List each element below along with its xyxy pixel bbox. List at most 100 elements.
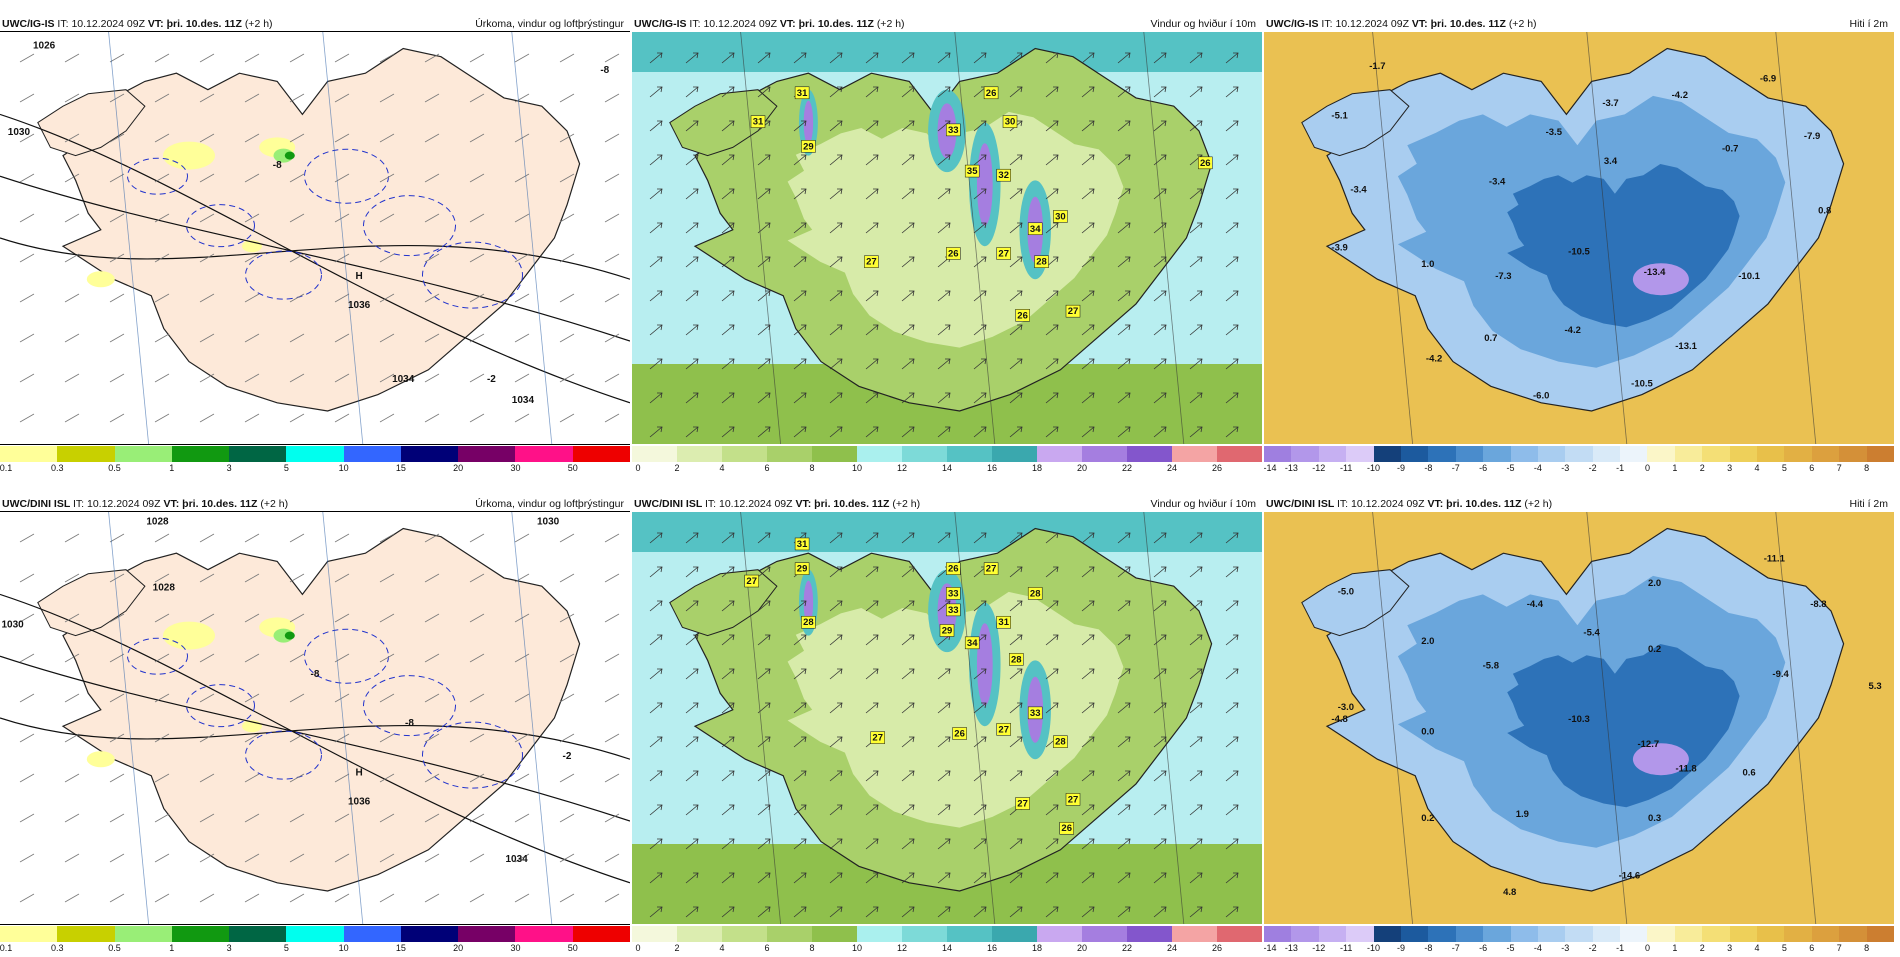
wind-arrow-head: [1161, 872, 1167, 879]
wind-arrow: [793, 358, 807, 370]
map-canvas[interactable]: -5.0-11.12.0-4.4 -8.82.0-5.40.2-5.8-9.45.…: [1264, 512, 1894, 924]
wind-arrow: [937, 770, 951, 782]
wind-barb: [64, 533, 80, 543]
wind-arrow: [1117, 358, 1131, 370]
gust-label-box: [794, 537, 810, 551]
colorbar-tick-label: 0.1: [0, 943, 13, 953]
wind-arrow-head: [765, 188, 771, 195]
wind-barb: [469, 333, 485, 343]
wind-arrow-head: [981, 52, 987, 59]
wind-arrow-head: [801, 702, 807, 709]
wind-arrow: [685, 358, 699, 370]
wind-arrow: [721, 188, 735, 200]
forecast-panel: UWC/DINI ISL IT: 10.12.2024 09Z VT: þri.…: [0, 492, 630, 957]
wind-arrow-head: [693, 154, 699, 161]
wind-arrow-head: [657, 804, 663, 811]
wind-arrow: [1081, 188, 1095, 200]
wind-arrow: [865, 634, 879, 646]
wind-barb: [379, 53, 395, 63]
wind-barb: [469, 853, 485, 863]
wind-barb: [244, 773, 260, 783]
wind-arrow-head: [873, 358, 879, 365]
wind-arrow-head: [693, 86, 699, 93]
wind-arrow-head: [765, 392, 771, 399]
wind-barb: [424, 293, 440, 303]
map-canvas[interactable]: -1.7-5.1-3.5-3.7-4.2-6.9-0.7-7.93.4-3.4-…: [1264, 32, 1894, 444]
colorbar-tick-label: 10: [851, 463, 863, 473]
wind-arrow: [685, 770, 699, 782]
wind-arrow-head: [1089, 324, 1095, 331]
map-area[interactable]: 27 29 31 28 26 27 33 28 33 29 31 34 28 33 27 28 27 26 27 27…: [632, 512, 1262, 924]
wind-barb: [19, 413, 35, 423]
wind-barb: [244, 573, 260, 583]
map-area[interactable]: 1026 1030 1034 H 1036 -8 -2 -8 1034: [0, 31, 630, 445]
colorbar-tick-label: 0: [1644, 943, 1650, 953]
colorbar-swatch: [1428, 446, 1456, 462]
it-value: 10.12.2024 09Z: [1351, 498, 1428, 510]
wind-arrow-head: [729, 668, 735, 675]
wind-arrow-head: [1017, 634, 1023, 641]
wind-barb: [19, 293, 35, 303]
wind-arrow-head: [837, 426, 843, 433]
wind-barb: [424, 413, 440, 423]
gust-label-box: [864, 255, 879, 268]
wind-arrow-head: [693, 358, 699, 365]
wind-arrow-head: [909, 906, 915, 913]
wind-arrow: [721, 256, 735, 268]
wind-arrow-head: [1161, 154, 1167, 161]
wind-arrow-head: [765, 532, 771, 539]
wind-arrow-head: [1125, 872, 1131, 879]
wind-barb: [379, 613, 395, 623]
wind-arrow-head: [945, 52, 951, 59]
wind-barb: [334, 813, 350, 823]
wind-arrow-head: [1161, 804, 1167, 811]
colorbar-swatch: [171, 926, 230, 942]
map-area[interactable]: -1.7 -5.1 -3.5 -3.7 -4.2 -6.9 -0.7 -7.9 3.4 -3.4-…: [1264, 32, 1894, 444]
wind-barb: [604, 213, 620, 223]
wind-barb: [19, 573, 35, 583]
wind-barb: [469, 693, 485, 703]
wind-arrow: [1009, 52, 1023, 64]
wind-arrow-head: [1053, 532, 1059, 539]
wind-arrow: [829, 838, 843, 850]
map-area[interactable]: -5.0 -11.1 2.0 -4.4 -8.8 2.0 -5.4 0.2 -5.8 -9.4 5.…: [1264, 512, 1894, 924]
wind-arrow: [793, 120, 807, 132]
wind-barb: [334, 773, 350, 783]
wind-arrow: [721, 86, 735, 98]
colorbar-tick-label: 24: [1166, 463, 1178, 473]
gust-label-box: [952, 727, 967, 740]
wind-barb: [559, 733, 575, 743]
map-area[interactable]: 1028 1030 1030 1028 H 1036 -8 -8 -2 1034: [0, 511, 630, 925]
wind-barb: [604, 133, 620, 143]
wind-arrow: [721, 702, 735, 714]
wind-barb: [199, 893, 215, 903]
colorbar-swatch: [1318, 926, 1347, 942]
wind-barb: [154, 53, 170, 63]
map-area[interactable]: 31 29 31 26 33 30 35 32 34 30 27 26 27 28 26 27 26: [632, 32, 1262, 444]
wind-arrow-head: [657, 52, 663, 59]
vt-value: þri. 10.des. 11Z: [1446, 498, 1525, 510]
wind-arrow-head: [801, 222, 807, 229]
isobar: [0, 717, 630, 760]
gust-value: 27: [866, 257, 877, 268]
wind-arrow: [829, 358, 843, 370]
wind-arrow-head: [1089, 702, 1095, 709]
wind-barb: [154, 853, 170, 863]
wind-arrow-head: [1161, 426, 1167, 433]
colorbar-tick-label: 8: [809, 463, 815, 473]
colorbar-tick-label: 16: [986, 943, 998, 953]
panel-header: UWC/DINI ISL IT: 10.12.2024 09Z VT: þri.…: [2, 496, 624, 512]
wind-barb: [289, 533, 305, 543]
wind-barb: [154, 413, 170, 423]
colorbar-tick-label: 4: [719, 463, 725, 473]
gust-label-box: [946, 603, 961, 617]
wind-arrow-head: [837, 702, 843, 709]
wind-barb: [244, 333, 260, 343]
colorbar-swatch: [947, 446, 992, 462]
wind-barb: [559, 93, 575, 103]
colorbar: [0, 926, 630, 942]
